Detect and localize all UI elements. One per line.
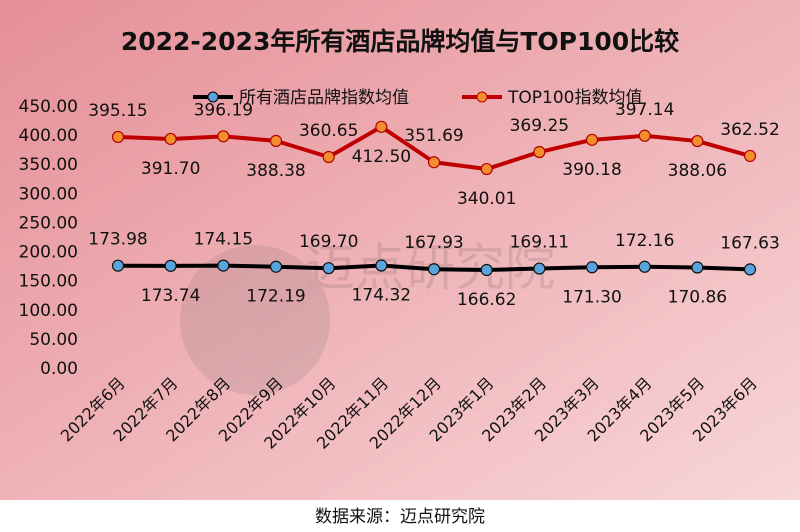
y-tick-label: 150.00 bbox=[19, 272, 78, 292]
data-label: 388.38 bbox=[246, 161, 305, 181]
data-label: 169.70 bbox=[299, 232, 358, 252]
y-tick-label: 350.00 bbox=[19, 155, 78, 175]
data-point bbox=[691, 134, 704, 148]
data-label: 166.62 bbox=[457, 290, 516, 310]
data-label: 174.32 bbox=[352, 286, 411, 306]
data-point bbox=[322, 262, 335, 275]
data-point bbox=[269, 260, 283, 273]
data-point bbox=[111, 130, 125, 144]
data-point bbox=[375, 120, 388, 133]
plot-area: 173.98 173.74 174.15 172.19 169.70 174.32 167.… bbox=[88, 100, 780, 310]
data-point bbox=[638, 129, 651, 142]
y-tick-label: 50.00 bbox=[29, 330, 78, 350]
data-point bbox=[164, 132, 177, 146]
legend: 所有酒店品牌指数均值 TOP100指数均值 bbox=[193, 88, 642, 108]
y-tick-label: 450.00 bbox=[19, 97, 78, 117]
data-point bbox=[164, 259, 177, 272]
y-tick-label: 400.00 bbox=[19, 126, 78, 146]
data-label: 412.50 bbox=[352, 147, 411, 167]
data-label: 390.18 bbox=[562, 160, 621, 180]
data-point bbox=[217, 259, 230, 272]
y-tick-label: 100.00 bbox=[19, 301, 78, 321]
data-label: 397.14 bbox=[615, 100, 674, 120]
data-point bbox=[743, 263, 757, 276]
data-label: 360.65 bbox=[299, 121, 358, 141]
data-label: 340.01 bbox=[457, 189, 516, 209]
data-point bbox=[585, 133, 599, 146]
data-label: 173.98 bbox=[88, 230, 147, 250]
chart-background bbox=[0, 0, 800, 500]
legend-marker bbox=[476, 91, 488, 103]
data-label: 369.25 bbox=[510, 116, 569, 136]
y-tick-label: 300.00 bbox=[19, 184, 78, 204]
data-label: 167.93 bbox=[404, 233, 463, 253]
data-label: 362.52 bbox=[720, 120, 779, 140]
data-label: 395.15 bbox=[88, 101, 147, 121]
data-point bbox=[585, 261, 599, 274]
data-point bbox=[480, 162, 493, 176]
data-point bbox=[375, 259, 388, 272]
data-point bbox=[427, 156, 441, 169]
data-label: 170.86 bbox=[668, 288, 727, 308]
data-label: 171.30 bbox=[562, 287, 621, 307]
data-label: 396.19 bbox=[194, 100, 253, 120]
y-tick-label: 250.00 bbox=[19, 213, 78, 233]
data-point bbox=[427, 263, 441, 276]
data-label: 351.69 bbox=[404, 126, 463, 146]
data-point bbox=[111, 259, 125, 272]
data-label: 172.16 bbox=[615, 231, 674, 251]
data-label: 167.63 bbox=[720, 233, 779, 253]
legend-marker bbox=[207, 91, 219, 103]
data-label: 388.06 bbox=[668, 161, 727, 181]
data-label: 173.74 bbox=[141, 286, 200, 306]
data-point bbox=[691, 261, 704, 274]
chart-title: 2022-2023年所有酒店品牌均值与TOP100比较 bbox=[121, 27, 679, 56]
data-point bbox=[480, 263, 493, 277]
data-point bbox=[269, 134, 283, 147]
line-chart: 迈点研究院 2022-2023年所有酒店品牌均值与TOP100比较 所有酒店品牌… bbox=[0, 0, 800, 500]
legend-label: 所有酒店品牌指数均值 bbox=[239, 88, 409, 108]
y-tick-label: 200.00 bbox=[19, 243, 78, 263]
legend-label: TOP100指数均值 bbox=[507, 88, 642, 108]
data-point bbox=[533, 145, 546, 159]
data-point bbox=[743, 149, 757, 163]
data-point bbox=[638, 260, 651, 273]
data-point bbox=[217, 130, 230, 143]
data-label: 172.19 bbox=[246, 287, 305, 307]
y-axis: 0.00 50.00 100.00 150.00 200.00 250.00 300.00 3… bbox=[19, 97, 78, 379]
data-label: 391.70 bbox=[141, 159, 200, 179]
data-point bbox=[322, 150, 335, 164]
data-label: 174.15 bbox=[194, 230, 253, 250]
y-tick-label: 0.00 bbox=[40, 359, 78, 379]
source-note: 数据来源：迈点研究院 bbox=[315, 507, 485, 527]
data-label: 169.11 bbox=[510, 233, 569, 253]
data-point bbox=[533, 262, 546, 275]
